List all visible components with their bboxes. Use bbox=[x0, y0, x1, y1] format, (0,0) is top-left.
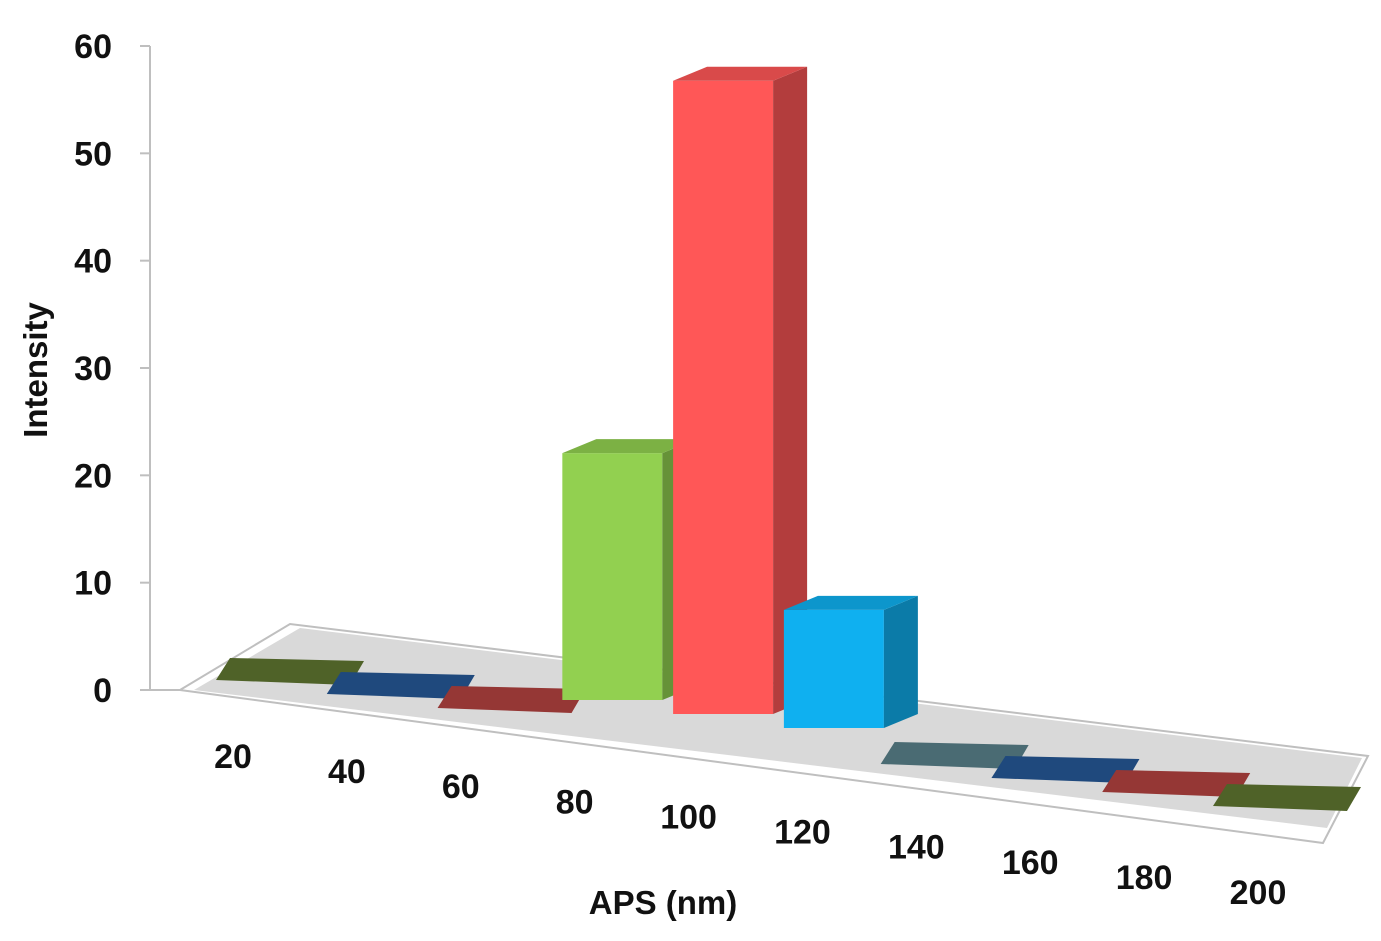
bar-40 bbox=[326, 672, 475, 699]
x-tick-label: 80 bbox=[556, 783, 594, 821]
bar-flat-face bbox=[1102, 770, 1251, 797]
bar-flat-face bbox=[437, 686, 586, 713]
bar-flat-face bbox=[880, 742, 1029, 769]
y-tick-label: 30 bbox=[74, 350, 112, 388]
x-tick-label: 180 bbox=[1116, 859, 1173, 897]
bar-140 bbox=[880, 742, 1029, 769]
x-tick-labels: 20 40 60 80 100 120 140 160 180 200 bbox=[214, 738, 1286, 912]
y-axis-title: Intensity bbox=[17, 302, 54, 438]
bar-top-face bbox=[562, 439, 697, 454]
x-tick-label: 60 bbox=[442, 768, 480, 806]
bar-flat-face bbox=[326, 672, 475, 699]
x-tick-label: 100 bbox=[660, 798, 717, 836]
bar-160 bbox=[991, 756, 1140, 783]
y-tick-label: 10 bbox=[74, 565, 112, 603]
bar-top-face bbox=[783, 595, 918, 610]
bar-side-face bbox=[883, 595, 918, 728]
y-tick-label: 50 bbox=[74, 135, 112, 173]
x-tick-label: 200 bbox=[1230, 874, 1287, 912]
x-tick-label: 120 bbox=[774, 814, 831, 852]
bar-200 bbox=[1213, 784, 1361, 811]
bar-flat-face bbox=[1213, 784, 1361, 811]
y-tick-label: 20 bbox=[74, 457, 112, 495]
bar-front-face bbox=[562, 453, 663, 700]
bar-side-face bbox=[773, 66, 808, 714]
x-tick-label: 160 bbox=[1002, 844, 1059, 882]
y-tick-labels: 0 10 20 30 40 50 60 bbox=[74, 28, 150, 710]
bar-120 bbox=[783, 595, 918, 728]
bar-60 bbox=[437, 686, 586, 713]
bar-20 bbox=[216, 658, 364, 685]
y-tick-label: 60 bbox=[74, 28, 112, 66]
bar-flat-face bbox=[991, 756, 1140, 783]
bar-100 bbox=[673, 66, 808, 714]
y-tick-label: 0 bbox=[93, 672, 112, 710]
x-axis-title: APS (nm) bbox=[589, 884, 738, 921]
x-tick-label: 40 bbox=[328, 753, 366, 791]
bars bbox=[216, 66, 1361, 811]
x-tick-label: 140 bbox=[888, 829, 945, 867]
bar-180 bbox=[1102, 770, 1251, 797]
bar-front-face bbox=[673, 80, 774, 714]
bar-top-face bbox=[673, 66, 808, 81]
y-tick-label: 40 bbox=[74, 243, 112, 281]
bar-flat-face bbox=[216, 658, 364, 685]
y-axis bbox=[149, 46, 182, 691]
x-tick-label: 20 bbox=[214, 738, 252, 776]
bar-front-face bbox=[783, 609, 884, 728]
